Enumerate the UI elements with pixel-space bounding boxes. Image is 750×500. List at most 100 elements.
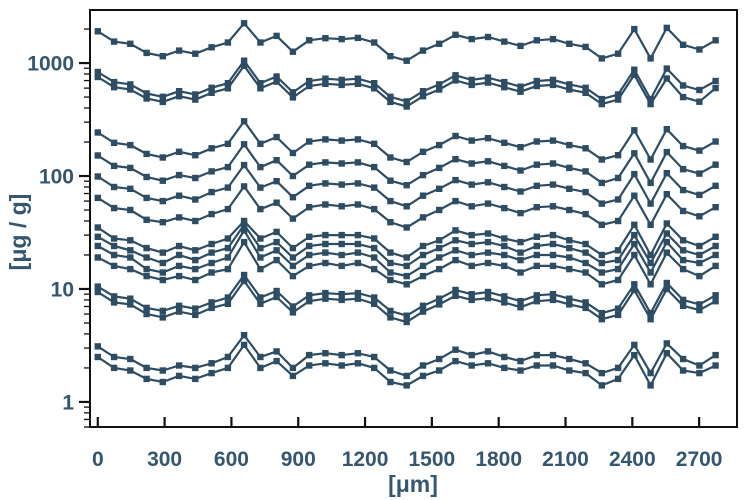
series-marker [679, 93, 687, 101]
series-marker [696, 301, 703, 308]
series-marker [647, 221, 654, 228]
series-marker [322, 136, 329, 143]
series-marker [566, 206, 573, 214]
series-marker [549, 291, 557, 298]
series-marker [159, 367, 166, 374]
series-marker [273, 348, 280, 355]
series-marker [484, 179, 492, 186]
series-marker [338, 262, 345, 270]
series-marker [94, 173, 101, 180]
series-marker [94, 194, 101, 202]
series-marker [273, 73, 280, 80]
series-marker [582, 84, 589, 91]
series-marker [566, 244, 573, 252]
series-marker [371, 140, 378, 147]
series-marker [403, 272, 410, 280]
series-marker [403, 382, 410, 389]
series-marker [94, 129, 101, 136]
series-marker [192, 276, 199, 284]
series-marker [94, 254, 101, 261]
series-marker [224, 85, 232, 92]
series-marker [436, 301, 443, 308]
series-marker [289, 149, 297, 157]
series-marker [159, 93, 166, 100]
series-marker [94, 288, 101, 296]
y-tick-label: 10 [51, 278, 74, 301]
series-marker [468, 76, 475, 84]
series-marker [322, 35, 329, 42]
series-marker [631, 221, 638, 228]
series-marker [322, 289, 329, 297]
series-marker [224, 163, 232, 171]
series-marker [517, 269, 524, 276]
series-marker [322, 360, 329, 367]
series-marker [598, 221, 605, 228]
series-marker [533, 161, 540, 168]
series-marker [273, 228, 280, 236]
series-marker [224, 244, 232, 252]
series-marker [712, 242, 719, 250]
series-marker [289, 262, 297, 270]
series-marker [240, 227, 248, 234]
series-marker [192, 91, 199, 98]
series-marker [614, 91, 622, 98]
x-tick-label: 1500 [409, 448, 456, 471]
series-marker [192, 174, 199, 182]
series-marker [306, 161, 313, 168]
series-marker [387, 154, 394, 161]
series-line [97, 58, 717, 103]
series-marker [696, 213, 703, 220]
series-marker [582, 145, 589, 152]
series-marker [614, 265, 622, 273]
series-marker [175, 93, 183, 100]
series-marker [647, 179, 654, 187]
series-marker [452, 346, 459, 353]
series-marker [484, 259, 492, 267]
series-marker [110, 242, 118, 250]
series-marker [501, 364, 508, 372]
series-marker [663, 230, 670, 237]
series-marker [598, 55, 605, 62]
series-marker [127, 206, 134, 214]
series-marker [371, 353, 378, 361]
series-marker [306, 262, 313, 270]
series-marker [468, 35, 475, 43]
y-minor-ticks [84, 28, 90, 428]
series-marker [175, 362, 183, 369]
series-marker [159, 276, 166, 284]
series-marker [501, 38, 508, 45]
series-marker [175, 242, 183, 250]
series-marker [289, 48, 297, 55]
series-marker [240, 161, 248, 169]
series-line [97, 333, 717, 378]
series-marker [387, 378, 394, 386]
series-marker [582, 360, 589, 367]
series-marker [354, 240, 362, 248]
series-marker [517, 88, 524, 95]
series-marker [257, 300, 264, 307]
series-marker [354, 259, 362, 267]
series-marker [614, 311, 622, 319]
series-marker [159, 154, 166, 161]
series-marker [208, 360, 215, 367]
series-marker [387, 177, 394, 184]
series-marker [452, 197, 459, 205]
series-marker [257, 294, 264, 301]
series-marker [338, 76, 345, 84]
series-marker [452, 256, 459, 264]
data-series-series-06 [94, 161, 719, 210]
series-marker [614, 247, 622, 254]
series-marker [631, 251, 638, 259]
series-marker [338, 160, 345, 167]
series-marker [240, 62, 248, 69]
series-marker [175, 372, 183, 380]
series-marker [501, 262, 508, 270]
series-marker [549, 262, 557, 270]
series-marker [517, 298, 524, 305]
series-marker [468, 203, 475, 210]
series-marker [208, 299, 215, 306]
series-marker [110, 38, 118, 45]
series-marker [614, 174, 622, 182]
series-marker [192, 196, 199, 203]
series-marker [94, 28, 101, 35]
